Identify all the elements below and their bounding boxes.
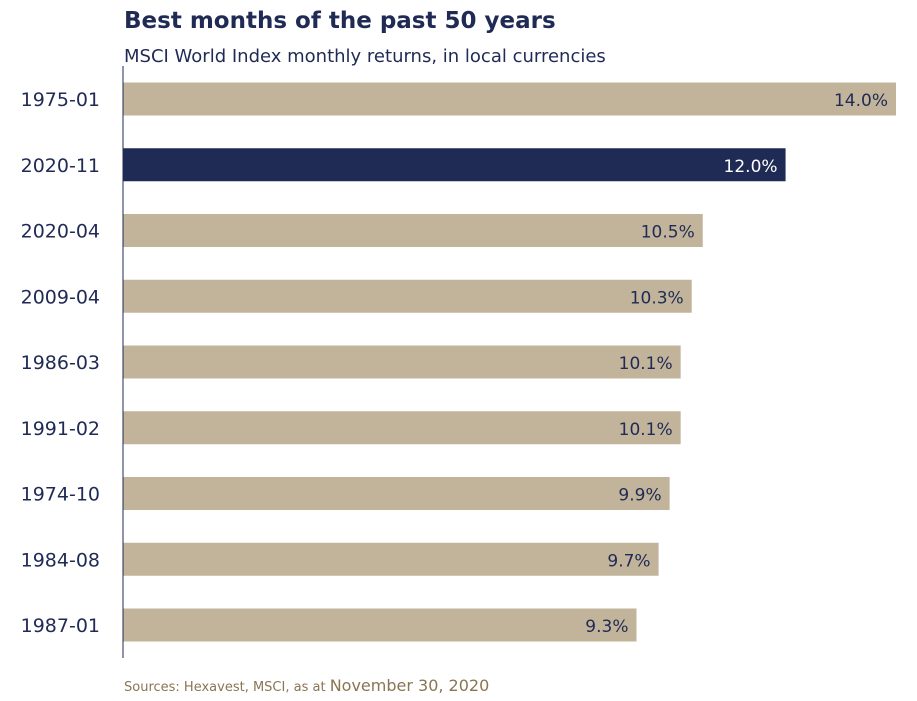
source-date: November 30, 2020 (329, 676, 490, 695)
category-label-2009-04: 2009-04 (21, 286, 100, 308)
source-note: Sources: Hexavest, MSCI, as at November … (124, 676, 489, 695)
category-label-1991-02: 1991-02 (21, 418, 100, 440)
bar-2020-11 (123, 148, 786, 182)
data-label-1991-02: 10.1% (619, 420, 673, 440)
data-label-1975-01: 14.0% (834, 91, 888, 111)
data-label-1986-03: 10.1% (619, 354, 673, 374)
data-label-1987-01: 9.3% (585, 617, 628, 637)
bar-1991-02 (123, 411, 681, 445)
data-label-1974-10: 9.9% (618, 486, 661, 506)
category-label-1986-03: 1986-03 (21, 352, 100, 374)
bar-1987-01 (123, 608, 637, 642)
source-prefix: Sources: Hexavest, MSCI, as at (124, 680, 330, 695)
bar-2020-04 (123, 214, 703, 247)
category-label-1974-10: 1974-10 (21, 484, 100, 506)
data-label-1984-08: 9.7% (607, 551, 650, 571)
data-label-2020-11: 12.0% (724, 157, 778, 177)
category-label-1975-01: 1975-01 (21, 89, 100, 111)
bar-1984-08 (123, 542, 659, 576)
chart-subtitle: MSCI World Index monthly returns, in loc… (124, 46, 606, 67)
data-label-2020-04: 10.5% (641, 223, 695, 243)
bar-1974-10 (123, 477, 670, 510)
category-label-2020-04: 2020-04 (21, 221, 100, 243)
chart-title: Best months of the past 50 years (124, 8, 556, 34)
category-label-1984-08: 1984-08 (21, 549, 100, 571)
bar-1975-01 (123, 82, 896, 116)
bar-1986-03 (123, 345, 681, 379)
bar-2009-04 (123, 279, 692, 313)
data-label-2009-04: 10.3% (630, 288, 684, 308)
category-label-2020-11: 2020-11 (21, 155, 100, 177)
category-label-1987-01: 1987-01 (21, 615, 100, 637)
